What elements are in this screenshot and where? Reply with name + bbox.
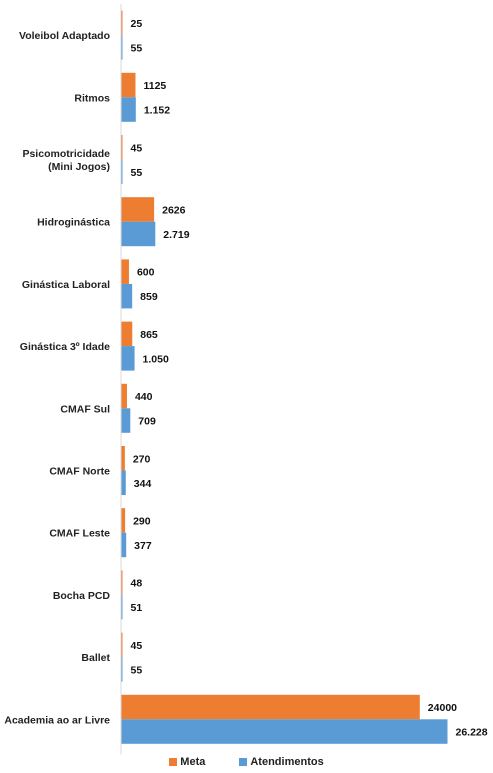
- bar-atendimentos-ritmos: [121, 97, 136, 122]
- bar-atendimentos-cmaf-norte: [121, 470, 126, 495]
- category-label-bocha-pcd: Bocha PCD: [53, 590, 111, 602]
- bar-atendimentos-ginastica-laboral: [121, 283, 133, 309]
- value-label-atendimentos-cmaf-leste: 377: [134, 540, 152, 552]
- bar-atendimentos-cmaf-sul: [121, 408, 131, 433]
- legend-swatch-meta: [169, 758, 178, 766]
- bar-meta-bocha-pcd: [121, 570, 123, 595]
- bar-atendimentos-academia-ao-ar-livre: [121, 719, 448, 744]
- bar-meta-cmaf-leste: [121, 508, 126, 533]
- value-label-meta-ginastica-laboral: 600: [137, 267, 155, 279]
- bar-atendimentos-cmaf-leste: [121, 532, 127, 558]
- value-label-meta-cmaf-sul: 440: [135, 391, 153, 403]
- legend-swatch-atendimentos: [239, 758, 248, 766]
- value-label-atendimentos-psicomotricidade-mini-jogos: 55: [131, 167, 143, 179]
- bar-meta-ballet: [121, 632, 123, 658]
- bar-meta-ritmos: [121, 72, 136, 98]
- value-label-atendimentos-hidroginastica: 2.719: [163, 229, 189, 241]
- bar-meta-hidroginastica: [121, 197, 155, 222]
- value-label-meta-ritmos: 1125: [143, 80, 166, 92]
- bar-meta-academia-ao-ar-livre: [121, 694, 420, 720]
- category-label-academia-ao-ar-livre: Academia ao ar Livre: [4, 714, 110, 726]
- value-label-atendimentos-academia-ao-ar-livre: 26.228: [456, 727, 488, 739]
- value-label-meta-ginastica-3-idade: 865: [140, 329, 158, 341]
- value-label-meta-academia-ao-ar-livre: 24000: [428, 702, 457, 714]
- bar-meta-ginastica-3-idade: [121, 321, 133, 347]
- legend-item-meta: Meta: [169, 756, 205, 768]
- category-label-ritmos: Ritmos: [74, 92, 110, 104]
- value-label-atendimentos-bocha-pcd: 51: [131, 602, 143, 614]
- bar-meta-ginastica-laboral: [121, 259, 129, 284]
- value-label-meta-psicomotricidade-mini-jogos: 45: [131, 142, 143, 154]
- bar-atendimentos-voleibol-adaptado: [121, 35, 123, 60]
- value-label-meta-hidroginastica: 2626: [162, 204, 186, 216]
- category-label-voleibol-adaptado: Voleibol Adaptado: [19, 30, 110, 42]
- value-label-meta-cmaf-norte: 270: [133, 453, 151, 465]
- bar-meta-cmaf-sul: [121, 383, 127, 409]
- value-label-meta-ballet: 45: [131, 640, 143, 652]
- legend: Meta Atendimentos: [0, 756, 493, 768]
- category-label-cmaf-leste: CMAF Leste: [49, 528, 110, 540]
- bar-atendimentos-ginastica-3-idade: [121, 346, 135, 371]
- value-label-atendimentos-ballet: 55: [131, 664, 143, 676]
- category-label-ballet: Ballet: [81, 652, 110, 664]
- category-label-hidroginastica: Hidroginástica: [37, 217, 110, 229]
- bar-atendimentos-psicomotricidade-mini-jogos: [121, 159, 123, 184]
- value-label-atendimentos-cmaf-sul: 709: [138, 416, 156, 428]
- bar-atendimentos-bocha-pcd: [121, 594, 123, 620]
- value-label-meta-bocha-pcd: 48: [131, 578, 143, 590]
- bar-atendimentos-ballet: [121, 657, 123, 682]
- category-label-ginastica-3-idade: Ginástica 3º Idade: [20, 341, 110, 353]
- value-label-atendimentos-voleibol-adaptado: 55: [131, 42, 143, 54]
- category-label-cmaf-norte: CMAF Norte: [49, 466, 110, 478]
- bar-atendimentos-hidroginastica: [121, 221, 156, 247]
- value-label-meta-cmaf-leste: 290: [133, 515, 151, 527]
- category-label-psicomotricidade-mini-jogos: Psicomotricidade (Mini Jogos): [22, 148, 110, 173]
- bar-meta-voleibol-adaptado: [121, 10, 123, 36]
- legend-item-atendimentos: Atendimentos: [239, 756, 324, 768]
- bar-meta-cmaf-norte: [121, 446, 125, 471]
- value-label-meta-voleibol-adaptado: 25: [131, 18, 143, 30]
- value-label-atendimentos-ginastica-3-idade: 1.050: [143, 353, 169, 365]
- value-label-atendimentos-ritmos: 1.152: [144, 105, 170, 117]
- value-label-atendimentos-ginastica-laboral: 859: [140, 291, 158, 303]
- category-label-ginastica-laboral: Ginástica Laboral: [22, 279, 110, 291]
- legend-label-atendimentos: Atendimentos: [250, 756, 324, 768]
- bar-meta-psicomotricidade-mini-jogos: [121, 135, 123, 160]
- category-label-cmaf-sul: CMAF Sul: [60, 403, 110, 415]
- value-label-atendimentos-cmaf-norte: 344: [134, 478, 152, 490]
- legend-label-meta: Meta: [180, 756, 206, 768]
